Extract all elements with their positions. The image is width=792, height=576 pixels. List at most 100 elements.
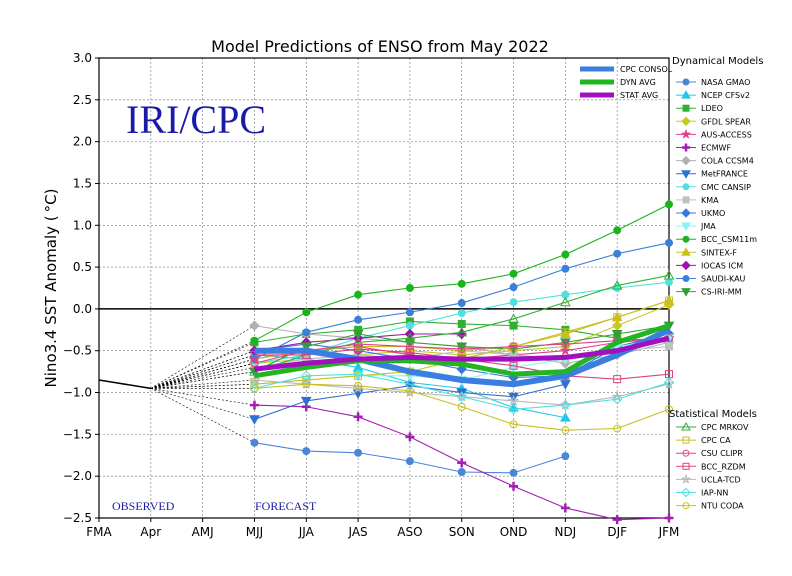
- x-tick-label: JJA: [298, 525, 315, 539]
- average-legend-label: CPC CONSOL: [620, 65, 673, 74]
- legend-label: CS-IRI-MM: [701, 288, 742, 297]
- data-point: [560, 503, 570, 513]
- data-point: [611, 394, 623, 405]
- y-tick-label: −2.0: [63, 469, 92, 483]
- legend-label: KMA: [701, 196, 719, 205]
- legend-label: CPC MRKOV: [701, 423, 749, 432]
- plot-frame: [98, 57, 670, 519]
- data-point: [613, 424, 622, 433]
- data-point: [681, 247, 691, 256]
- data-point: [354, 345, 363, 354]
- data-point: [509, 481, 519, 491]
- chart-title: Model Predictions of ENSO from May 2022: [211, 37, 549, 56]
- data-point: [665, 278, 673, 287]
- data-point: [681, 155, 691, 166]
- x-tick-label: ASO: [397, 525, 422, 539]
- forecast-fan-line: [150, 388, 255, 443]
- data-point: [612, 515, 622, 525]
- legend-label: JMA: [700, 222, 716, 231]
- data-point: [352, 330, 364, 340]
- data-point: [250, 438, 259, 447]
- dynamical-legend-title: Dynamical Models: [672, 56, 763, 67]
- x-tick-label: SON: [449, 525, 475, 539]
- data-point: [509, 283, 518, 292]
- data-point: [663, 377, 675, 388]
- data-point: [249, 415, 260, 425]
- model-series: [250, 380, 673, 435]
- data-point: [611, 330, 623, 340]
- data-point: [663, 269, 675, 280]
- series-line: [254, 337, 670, 364]
- legend-label: ECMWF: [701, 144, 731, 153]
- data-point: [665, 296, 673, 305]
- data-point: [560, 412, 571, 422]
- data-point: [509, 298, 518, 307]
- data-point: [561, 328, 570, 337]
- model-series: [250, 238, 673, 364]
- legend-label: NTU CODA: [701, 502, 744, 511]
- data-point: [405, 321, 414, 330]
- data-point: [682, 436, 690, 444]
- legend-label: UKMO: [701, 209, 725, 218]
- legend-label: COLA CCSM4: [701, 157, 754, 166]
- forecast-fan-line: [150, 340, 255, 389]
- data-point: [682, 462, 690, 470]
- legend-label: SINTEX-F: [701, 248, 737, 257]
- statistical-legend-title: Statistical Models: [669, 409, 757, 420]
- data-point: [457, 402, 466, 411]
- data-point: [456, 342, 468, 353]
- x-tick-label: Apr: [140, 525, 161, 539]
- series-layer: [249, 200, 675, 525]
- legend-label: CMC CANSIP: [701, 183, 751, 192]
- data-point: [249, 320, 260, 331]
- data-point: [457, 458, 467, 468]
- average-legend-label: DYN AVG: [620, 78, 656, 87]
- data-point: [405, 308, 414, 317]
- y-tick-label: −1.0: [63, 386, 92, 400]
- forecast-fan-line: [150, 367, 255, 389]
- data-point: [560, 345, 571, 356]
- data-point: [682, 235, 690, 243]
- data-point: [354, 448, 363, 457]
- data-point: [354, 315, 363, 324]
- data-point: [352, 368, 364, 380]
- y-tick-label: −0.5: [63, 344, 92, 358]
- data-point: [561, 426, 570, 435]
- data-point: [681, 474, 691, 484]
- data-point: [404, 378, 416, 390]
- data-point: [405, 457, 414, 466]
- data-point: [250, 355, 259, 364]
- dynamical-legend: Dynamical Models NASA GMAO NCEP CFSv2 LDEO G…: [672, 56, 763, 297]
- data-point: [665, 405, 673, 414]
- legend-label: UCLA-TCD: [701, 475, 741, 484]
- data-point: [665, 238, 673, 247]
- data-point: [354, 290, 363, 299]
- legend-label: GFDL SPEAR: [701, 117, 751, 126]
- data-point: [681, 421, 691, 431]
- data-point: [249, 374, 262, 385]
- data-point: [456, 391, 467, 402]
- x-tick-label: JAS: [348, 525, 368, 539]
- data-point: [457, 279, 466, 288]
- observed-line: [98, 379, 151, 390]
- data-point: [457, 468, 466, 476]
- observed-label: OBSERVED: [112, 499, 175, 513]
- y-tick-label: 1.0: [73, 218, 92, 232]
- x-tick-label: JFM: [658, 525, 680, 539]
- data-point: [681, 260, 691, 271]
- x-tick-label: DJF: [607, 525, 627, 539]
- data-point: [613, 313, 622, 322]
- x-tick-label: FMA: [86, 525, 112, 539]
- data-point: [250, 384, 259, 393]
- forecast-fan-line: [150, 325, 255, 389]
- data-point: [404, 332, 416, 343]
- data-point: [665, 342, 673, 351]
- data-point: [681, 90, 691, 99]
- data-point: [250, 380, 259, 389]
- watermark-text: IRI/CPC: [126, 97, 266, 142]
- statistical-legend: Statistical Models CPC MRKOV CPC CA CSU CLI…: [669, 409, 757, 511]
- avg-layer: [254, 323, 671, 388]
- y-tick-label: 2.0: [73, 135, 92, 149]
- data-point: [664, 513, 674, 523]
- data-point: [302, 376, 311, 384]
